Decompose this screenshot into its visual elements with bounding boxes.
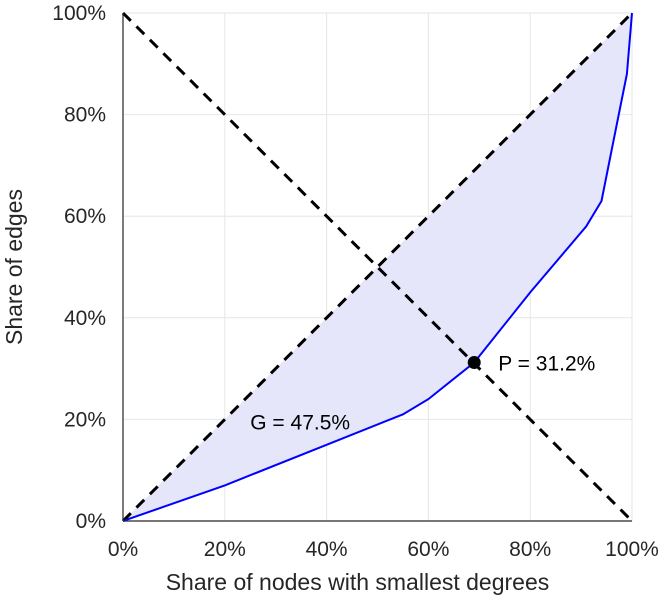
anti-diagonal-line (121, 11, 634, 523)
y-tick-label: 100% (52, 2, 106, 25)
axes (122, 13, 632, 522)
x-tick-label: 40% (306, 538, 348, 561)
y-tick-label: 0% (76, 510, 106, 533)
x-tick-label: 0% (108, 538, 138, 561)
y-tick-label: 60% (64, 205, 106, 228)
gini-annotation: G = 47.5% (250, 412, 350, 435)
x-tick-label: 100% (605, 538, 659, 561)
y-tick-label: 40% (64, 307, 106, 330)
y-tick-labels: 0% 20% 40% 60% 80% 100% (52, 2, 106, 533)
x-tick-labels: 0% 20% 40% 60% 80% 100% (108, 538, 659, 561)
x-tick-label: 60% (407, 538, 449, 561)
x-tick-label: 20% (204, 538, 246, 561)
x-axis-title: Share of nodes with smallest degrees (166, 569, 550, 595)
lorenz-curve-line (122, 12, 633, 522)
y-axis-title: Share of edges (1, 189, 27, 345)
y-tick-label: 80% (64, 104, 106, 127)
y-tick-label: 20% (64, 408, 106, 431)
point-p-marker (467, 356, 481, 370)
x-tick-label: 80% (509, 538, 551, 561)
equality-line (121, 11, 634, 523)
point-p-annotation: P = 31.2% (498, 353, 595, 376)
